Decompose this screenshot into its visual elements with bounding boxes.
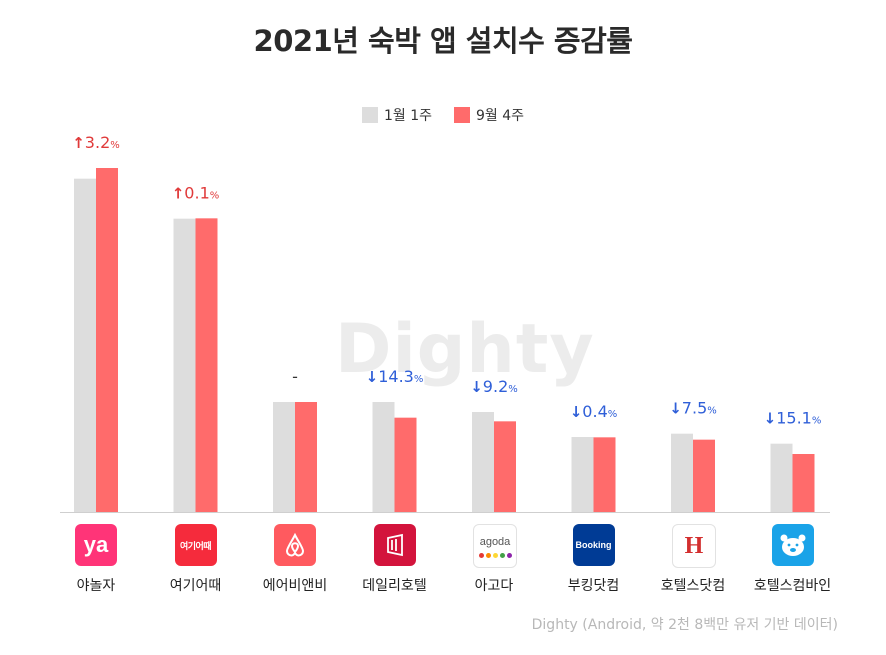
data-label-5: ↓0.4% — [570, 402, 618, 421]
bar-series2-1 — [195, 218, 218, 513]
legend: 1월 1주 9월 4주 — [0, 105, 886, 125]
bar-series2-3 — [394, 417, 417, 512]
bar-series1-6 — [671, 433, 693, 512]
bar-series1-3 — [372, 402, 395, 512]
bar-series2-0 — [96, 168, 118, 512]
bar-series1-2 — [273, 402, 295, 512]
bar-series1-7 — [770, 443, 793, 512]
data-label-2: - — [292, 367, 298, 386]
legend-item-series1: 1월 1주 — [361, 105, 432, 125]
bar-series2-6 — [693, 439, 715, 512]
bar-series2-7 — [792, 454, 815, 512]
bar-series1-0 — [74, 178, 96, 512]
chart-title: 2021년 숙박 앱 설치수 증감률 — [253, 24, 633, 58]
legend-swatch-series1 — [361, 107, 378, 123]
data-label-6: ↓7.5% — [669, 399, 717, 418]
data-label-3: ↓14.3% — [366, 367, 424, 386]
data-label-0: ↑3.2% — [72, 133, 120, 152]
legend-label-series2: 9월 4주 — [476, 108, 525, 124]
bar-series1-1 — [173, 218, 196, 512]
bar-series2-2 — [295, 402, 317, 512]
data-label-1: ↑0.1% — [172, 183, 220, 202]
bar-series2-4 — [494, 421, 516, 512]
legend-swatch-series2 — [454, 107, 470, 123]
legend-item-series2: 9월 4주 — [454, 105, 524, 125]
bar-series2-5 — [593, 437, 616, 512]
watermark: Dighty — [335, 310, 595, 389]
source-footer: Dighty (Android, 약 2천 8백만 유저 기반 데이터) — [531, 617, 838, 633]
data-label-7: ↓15.1% — [764, 409, 822, 428]
bar-series1-4 — [472, 412, 494, 512]
bar-series1-5 — [571, 437, 594, 512]
legend-label-series1: 1월 1주 — [383, 108, 432, 124]
data-label-4: ↓9.2% — [470, 377, 518, 396]
